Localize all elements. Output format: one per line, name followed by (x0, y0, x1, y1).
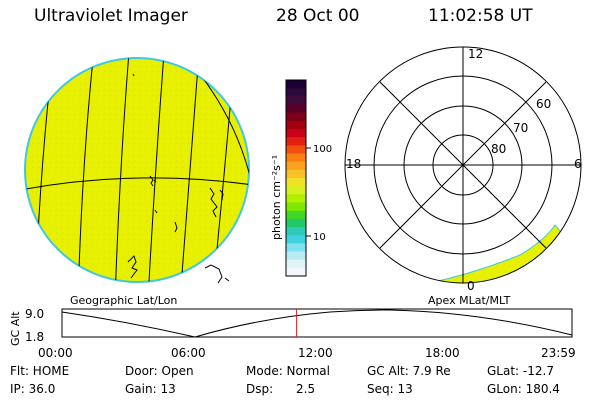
footer-door: Door: Open (125, 364, 194, 378)
colorbar-cell (286, 210, 306, 220)
x-tick-0600: 06:00 (171, 346, 206, 360)
gc-alt-ylabel: GC Alt (9, 311, 22, 346)
colorbar-cell (286, 169, 306, 179)
apex-caption: Apex MLat/MLT (428, 294, 511, 307)
colorbar-cell (286, 227, 306, 236)
x-tick-1200: 12:00 (298, 346, 333, 360)
colorbar-cell (286, 161, 306, 171)
mlt-label-6: 6 (574, 157, 582, 171)
colorbar-cell (286, 104, 306, 114)
colorbar-cell (286, 186, 306, 195)
mlat-label-80: 80 (491, 142, 506, 156)
coastline (127, 73, 230, 284)
colorbar-cell (286, 259, 306, 269)
colorbar-cell (286, 243, 306, 252)
geo-caption: Geographic Lat/Lon (70, 294, 177, 307)
colorbar-cell (286, 194, 306, 203)
date-label: 28 Oct 00 (276, 6, 360, 26)
footer-ip: IP: 36.0 (10, 382, 56, 396)
mlt-label-12: 12 (468, 47, 483, 61)
colorbar-cell (286, 137, 306, 146)
mlat-label-70: 70 (513, 121, 528, 135)
y-tick-1.8: 1.8 (25, 330, 44, 344)
footer-mode: Mode: Normal (246, 364, 330, 378)
colorbar-cell (286, 153, 306, 163)
footer-gc-alt: GC Alt: 7.9 Re (367, 364, 451, 378)
mlt-label-18: 18 (346, 157, 361, 171)
colorbar-tick-label-100: 100 (313, 144, 332, 155)
colorbar-unit-label: photon cm⁻²s⁻¹ (270, 155, 283, 240)
footer-dsp: Dsp: 2.5 (246, 382, 316, 396)
mlat-label-60: 60 (536, 97, 551, 111)
time-label: 11:02:58 UT (428, 6, 533, 26)
mlt-axis-diag2 (379, 81, 547, 249)
footer-glat: GLat: -12.7 (487, 364, 554, 378)
footer-flt: Flt: HOME (10, 364, 70, 378)
apex-polar-plot: 12 18 6 0 60 70 80 (344, 46, 582, 293)
colorbar-cell (286, 218, 306, 228)
colorbar-frame (285, 79, 307, 277)
geographic-image (24, 57, 250, 284)
footer-seq: Seq: 13 (367, 382, 413, 396)
x-tick-0000: 00:00 (38, 346, 73, 360)
footer-gain: Gain: 13 (125, 382, 176, 396)
image-disc (24, 57, 250, 283)
instrument-title: Ultraviolet Imager (34, 6, 188, 26)
x-tick-1800: 18:00 (425, 346, 460, 360)
x-tick-2359: 23:59 (541, 346, 576, 360)
gc-alt-frame (61, 308, 573, 338)
y-tick-9: 9.0 (25, 307, 44, 321)
colorbar-cell (286, 112, 306, 122)
colorbar-cell (286, 202, 306, 212)
colorbar-cell (286, 145, 306, 154)
gc-alt-plot: GC Alt 9.0 1.8 00:00 06:00 12:00 18:00 2… (9, 307, 576, 360)
footer-glon: GLon: 180.4 (487, 382, 560, 396)
colorbar-cell (286, 251, 306, 261)
colorbar-cell (286, 80, 306, 89)
colorbar-cell (286, 120, 306, 130)
colorbar-gradient (286, 80, 306, 277)
colorbar-cell (286, 88, 306, 97)
colorbar-cell (286, 178, 306, 187)
colorbar-cell (286, 235, 306, 244)
colorbar-tick-label-10: 10 (313, 232, 326, 243)
colorbar: 100 10 photon cm⁻²s⁻¹ (270, 79, 332, 277)
auroral-oval-region (419, 224, 564, 283)
colorbar-cell (286, 129, 306, 138)
colorbar-cell (286, 96, 306, 105)
mlt-label-0: 0 (467, 279, 475, 293)
gc-alt-curve (61, 309, 573, 338)
colorbar-cell (286, 267, 306, 277)
